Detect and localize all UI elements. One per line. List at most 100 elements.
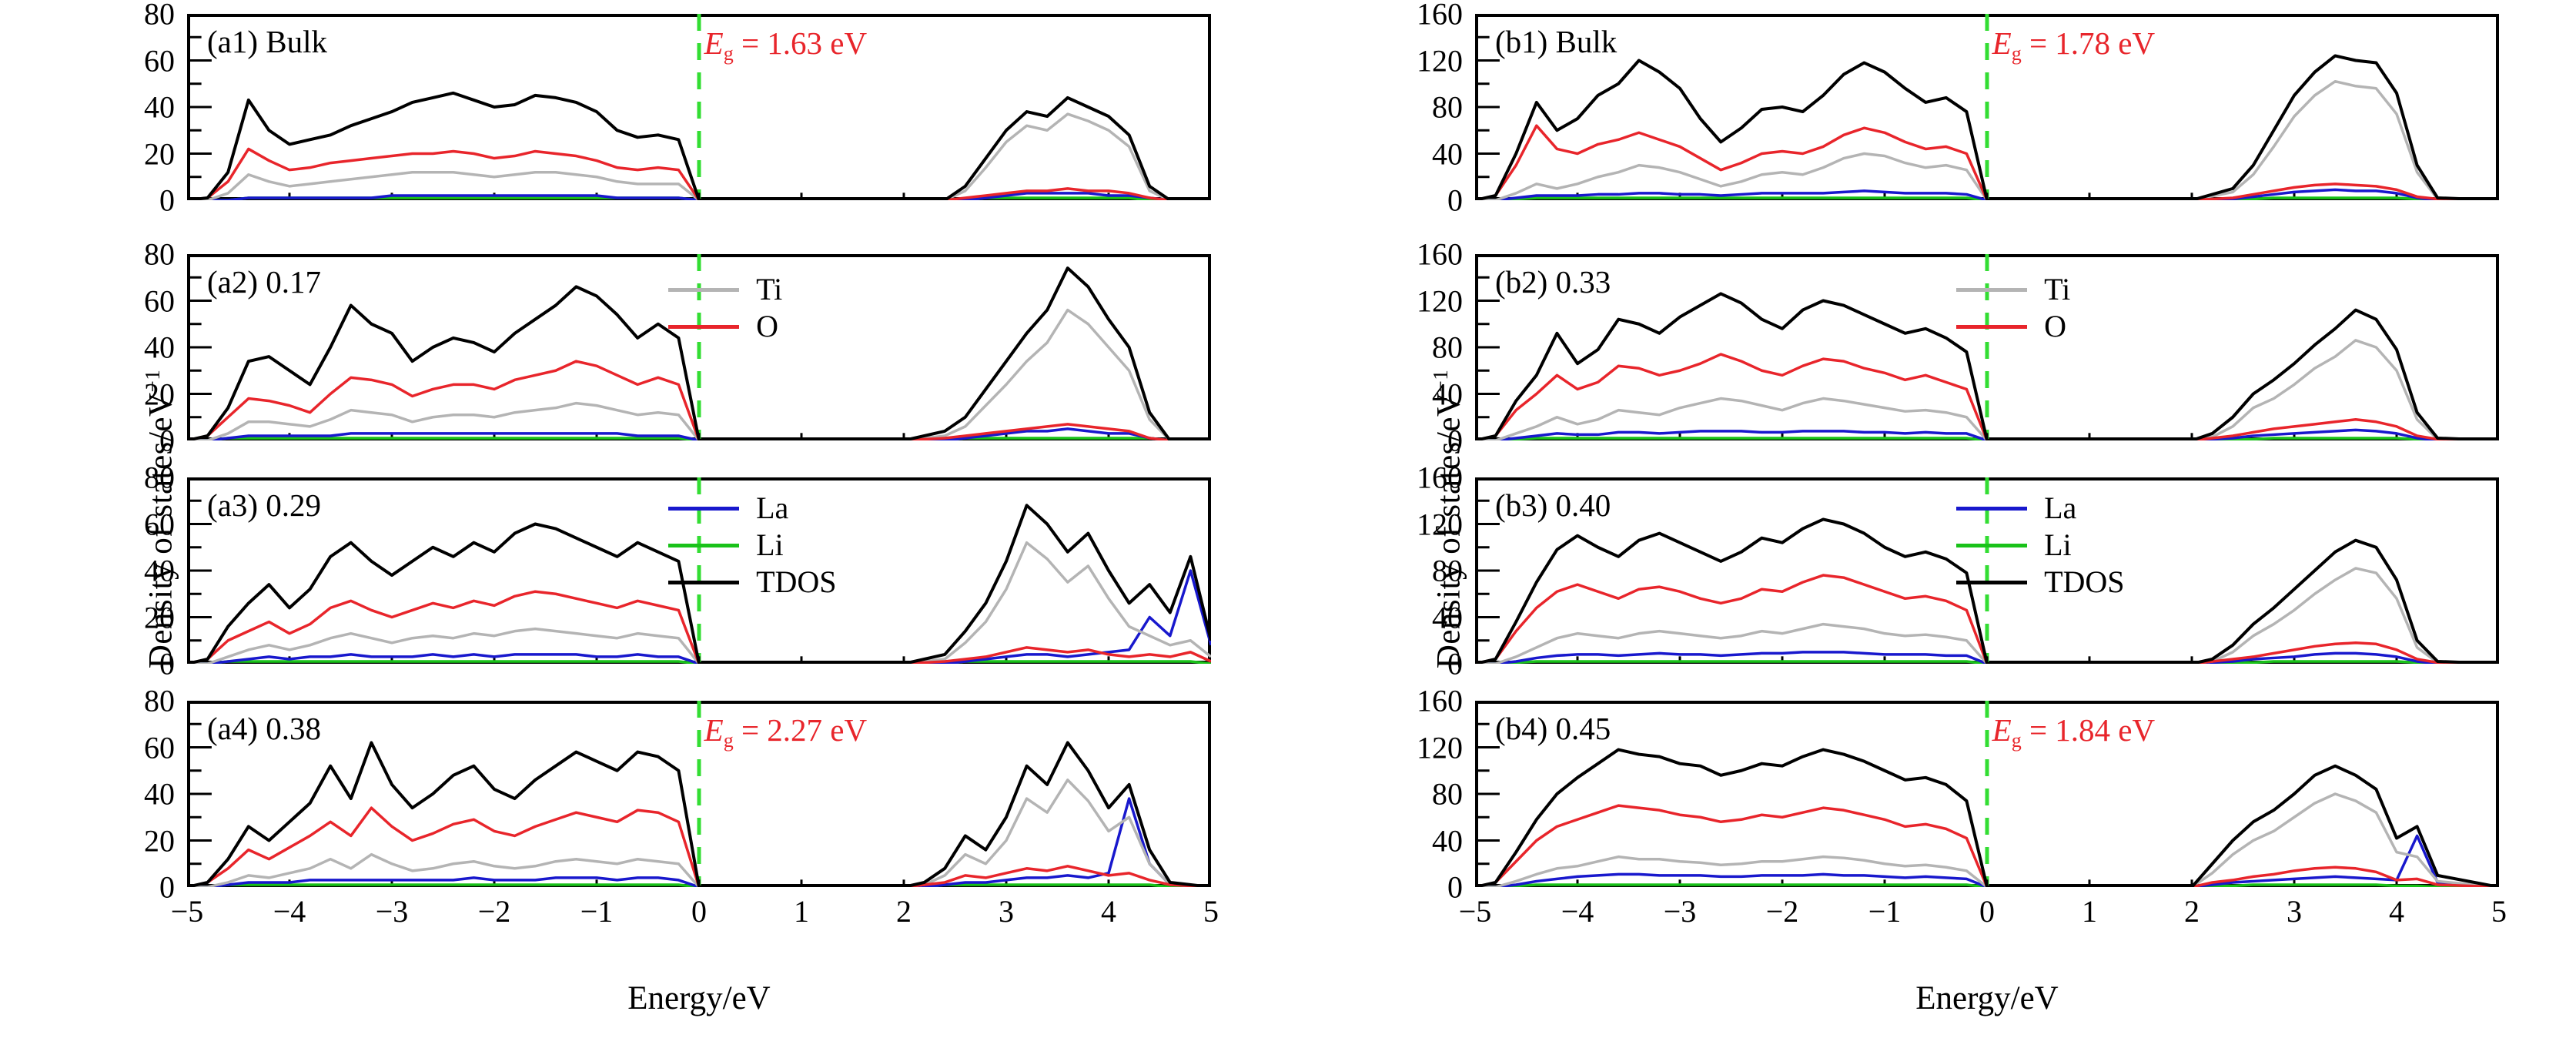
panel-tag-a2: (a2) 0.17 — [207, 264, 322, 300]
panel-a2: (a2) 0.17 Ti O 0 20 40 60 80 — [144, 237, 1211, 458]
legend-swatch-o — [668, 324, 740, 329]
series-la-a2 — [187, 429, 1211, 440]
y-tick-a4-60: 60 — [144, 730, 175, 765]
curves-a4 — [187, 701, 1211, 887]
legend-label-ti: Ti — [756, 272, 783, 306]
y-tick-b2-40: 40 — [1432, 377, 1463, 411]
series-ti-b2 — [1475, 340, 2499, 440]
x-tick-right-8: 3 — [2287, 894, 2302, 929]
series-ti-b4 — [1475, 794, 2499, 887]
series-tdos-b1 — [1475, 55, 2499, 200]
legend-swatch-li — [668, 543, 740, 547]
series-o-a1 — [187, 149, 1211, 200]
x-tick-right-1: −4 — [1561, 894, 1594, 929]
panel-tag-b4: (b4) 0.45 — [1495, 711, 1611, 746]
series-tdos-b4 — [1475, 750, 2499, 887]
y-tick-a1-60: 60 — [144, 43, 175, 78]
legend-item-tdos-b: TDOS — [1956, 564, 2125, 601]
legend-item-o-b: O — [1956, 308, 2070, 345]
series-ti-a3 — [187, 543, 1211, 664]
series-li-a3 — [187, 661, 1211, 664]
series-tdos-a2 — [187, 268, 1211, 440]
x-axis-label-right: Energy/eV — [1915, 980, 2059, 1016]
legend-label-tdos-b: TDOS — [2044, 564, 2125, 599]
panel-tag-a4: (a4) 0.38 — [207, 711, 322, 746]
y-tick-b4-120: 120 — [1417, 730, 1463, 765]
y-tick-b2-120: 120 — [1417, 283, 1463, 318]
curves-b1 — [1475, 14, 2499, 200]
series-o-b1 — [1475, 126, 2499, 200]
series-la-b1 — [1475, 189, 2499, 200]
x-tick-right-9: 4 — [2389, 894, 2404, 929]
legend-label-tdos: TDOS — [756, 564, 837, 599]
series-tdos-a1 — [187, 93, 1211, 200]
legend-swatch-li-b — [1956, 543, 2028, 547]
series-o-a3 — [187, 591, 1211, 664]
legend-swatch-ti-b — [1956, 287, 2028, 292]
legend-item-ti: Ti — [668, 271, 782, 308]
y-tick-a4-40: 40 — [144, 776, 175, 812]
legend-item-o: O — [668, 308, 782, 345]
legend-item-tdos: TDOS — [668, 564, 837, 601]
panel-a1: (a1) Bulk Eg = 1.63 eV 0 20 40 60 80 — [144, 0, 1211, 218]
panel-b3: (b3) 0.40 La Li TDOS 0 40 80 120 160 — [1417, 460, 2499, 681]
panel-tag-b2: (b2) 0.33 — [1495, 264, 1611, 300]
eg-symbol-a4: E — [704, 712, 724, 748]
y-tick-b1-0: 0 — [1447, 182, 1463, 218]
x-tick-right-5: 0 — [1979, 894, 1995, 929]
y-tick-b1-160: 160 — [1417, 0, 1463, 32]
panel-tag-b1: (b1) Bulk — [1495, 24, 1618, 59]
y-tick-b1-40: 40 — [1432, 136, 1463, 171]
y-tick-a1-20: 20 — [144, 136, 175, 171]
legend-b3: La Li TDOS — [1956, 490, 2125, 601]
x-tick-right-0: −5 — [1458, 894, 1492, 929]
x-tick-left-4: −1 — [580, 894, 614, 929]
y-tick-a2-20: 20 — [144, 377, 175, 411]
legend-label-la-b: La — [2044, 491, 2077, 525]
y-tick-a2-80: 80 — [144, 236, 175, 272]
series-li-a4 — [187, 885, 1211, 887]
panel-b2: (b2) 0.33 Ti O 0 40 80 120 160 — [1417, 237, 2499, 458]
y-tick-a4-20: 20 — [144, 823, 175, 858]
panel-tag-b3: (b3) 0.40 — [1495, 487, 1611, 523]
series-o-a4 — [187, 808, 1211, 887]
x-tick-left-7: 2 — [896, 894, 912, 929]
series-ti-b3 — [1475, 568, 2499, 664]
series-la-b4 — [1475, 835, 2499, 887]
x-tick-right-4: −1 — [1868, 894, 1902, 929]
y-tick-b1-120: 120 — [1417, 43, 1463, 78]
panel-tag-a3: (a3) 0.29 — [207, 487, 322, 523]
legend-a2: Ti O — [668, 271, 782, 345]
y-tick-b3-80: 80 — [1432, 553, 1463, 588]
series-ti-b1 — [1475, 82, 2499, 200]
legend-item-la-b: La — [1956, 490, 2124, 527]
eg-subscript-b4: g — [2011, 729, 2022, 752]
eg-value-a4: = 2.27 eV — [741, 712, 868, 748]
y-tick-a2-40: 40 — [144, 330, 175, 365]
curves-b3 — [1475, 477, 2499, 664]
series-li-b4 — [1475, 885, 2499, 887]
panel-a4: (a4) 0.38 Eg = 2.27 eV 0 20 40 60 80 — [144, 684, 1211, 905]
legend-swatch-la-b — [1956, 506, 2028, 511]
x-axis-ticks-left: −5 −4 −3 −2 −1 0 1 2 3 4 5 — [171, 893, 1219, 939]
x-tick-right-2: −3 — [1663, 894, 1697, 929]
series-o-b3 — [1475, 575, 2499, 664]
x-tick-left-2: −3 — [375, 894, 409, 929]
y-tick-b3-0: 0 — [1447, 646, 1463, 681]
legend-item-li-b: Li — [1956, 527, 2124, 564]
x-tick-left-3: −2 — [477, 894, 511, 929]
y-tick-b1-80: 80 — [1432, 89, 1463, 125]
eg-value-b1: = 1.78 eV — [2029, 25, 2156, 61]
y-tick-b2-160: 160 — [1417, 236, 1463, 272]
legend-swatch-tdos-b — [1956, 580, 2028, 584]
legend-label-li: Li — [756, 527, 784, 562]
legend-label-o-b: O — [2044, 309, 2066, 343]
eg-subscript-a1: g — [723, 42, 734, 65]
x-tick-left-8: 3 — [999, 894, 1014, 929]
y-tick-a4-0: 0 — [159, 869, 175, 905]
panel-b1: (b1) Bulk Eg = 1.78 eV 0 40 80 120 160 — [1417, 0, 2499, 218]
series-li-a2 — [187, 438, 1211, 440]
series-tdos-b2 — [1475, 293, 2499, 440]
x-tick-left-9: 4 — [1101, 894, 1116, 929]
